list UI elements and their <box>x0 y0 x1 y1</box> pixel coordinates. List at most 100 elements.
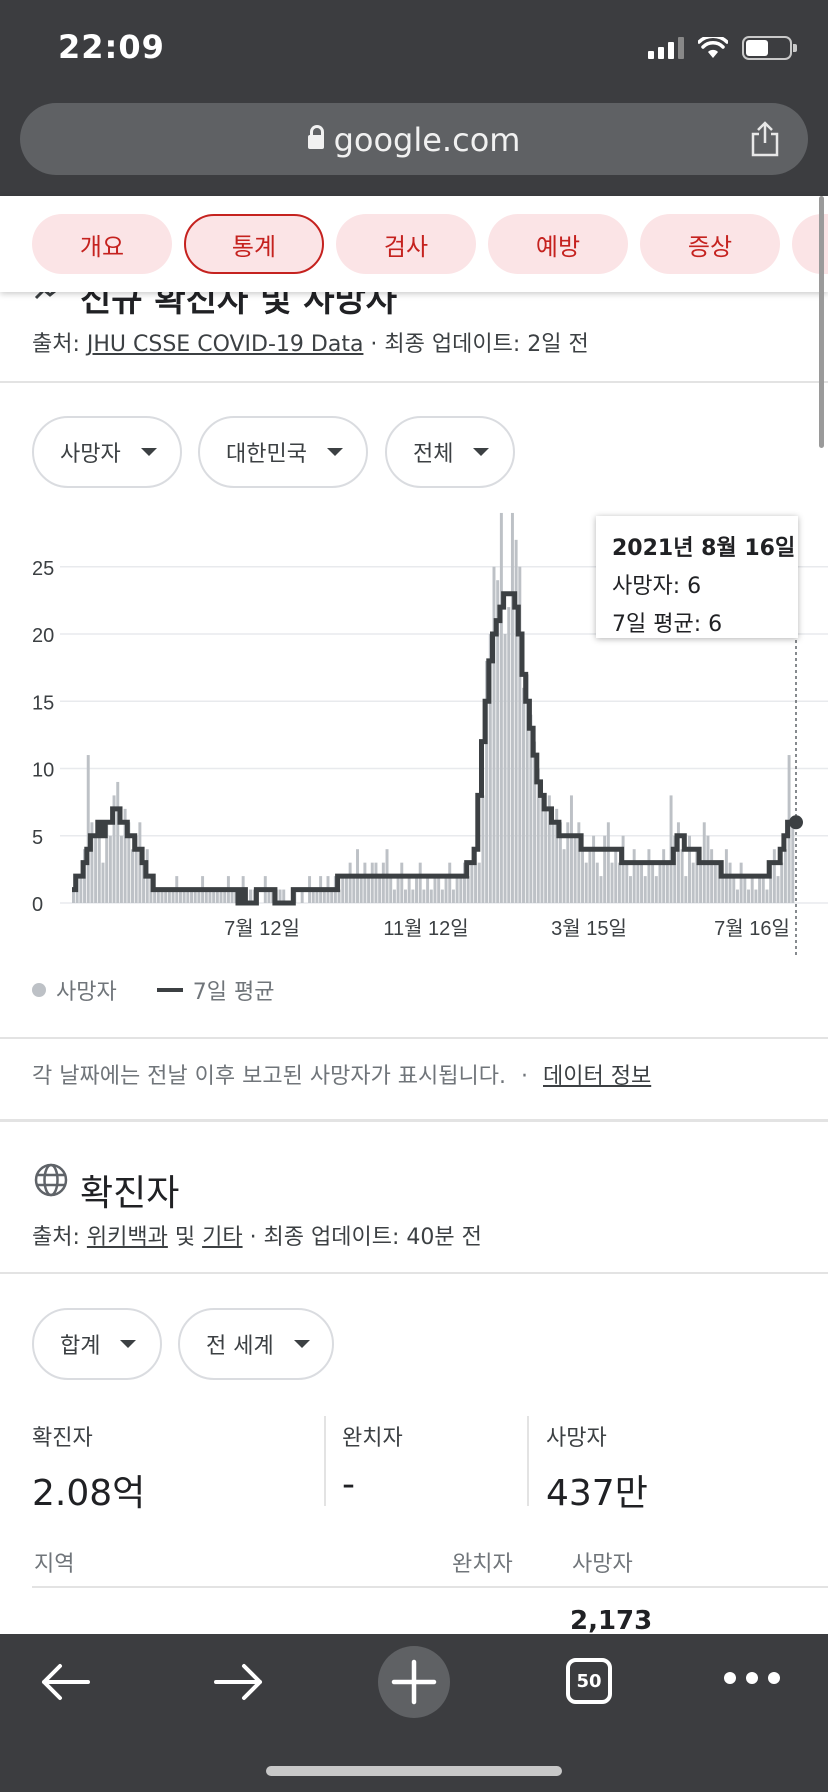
tab-overview[interactable]: 개요 <box>32 214 172 274</box>
chart-bar <box>569 795 573 903</box>
url-text: google.com <box>333 121 521 159</box>
chart-bar <box>433 876 437 903</box>
hover-point <box>789 815 803 830</box>
chart-bar <box>529 714 533 903</box>
stat-recovered: 완치자 - <box>342 1426 403 1505</box>
chart-bar <box>90 822 94 903</box>
chart-bar <box>204 889 208 903</box>
tooltip-average: 7일 평균: 6 <box>612 612 723 637</box>
chart-bar <box>510 512 514 903</box>
chart-bar <box>783 849 787 903</box>
back-arrow-icon[interactable] <box>40 1662 90 1702</box>
chart-bar <box>215 889 219 903</box>
tab-statistics[interactable]: 통계 <box>184 214 324 274</box>
chart-bar <box>658 862 662 903</box>
chart-bar <box>374 862 378 903</box>
chart-bar <box>514 539 518 903</box>
chart-bar <box>197 889 201 903</box>
divider <box>0 1119 828 1122</box>
average-line <box>72 591 795 906</box>
chart-bar <box>496 580 500 903</box>
chart-bar <box>426 876 430 903</box>
url-bar[interactable]: google.com <box>20 103 808 175</box>
share-icon[interactable] <box>750 121 780 157</box>
chart-bar <box>363 862 367 903</box>
chart-bar <box>131 849 134 903</box>
chart-bar <box>772 849 776 903</box>
chart-bar <box>747 889 750 903</box>
chart-bar <box>171 889 175 903</box>
divider <box>0 1272 828 1274</box>
chart-bar <box>606 822 610 903</box>
chart-bar <box>448 862 452 903</box>
chart-bar <box>164 889 168 903</box>
stat-deaths: 사망자 437만 <box>546 1426 648 1514</box>
other-sources-link[interactable]: 기타 <box>202 1225 243 1250</box>
chart-bar <box>758 876 762 903</box>
chart-bar <box>370 862 374 903</box>
location-dropdown[interactable]: 전 세계 <box>178 1308 334 1380</box>
chart-bar <box>573 835 577 903</box>
source-link[interactable]: JHU CSSE COVID-19 Data <box>86 332 364 357</box>
tab-symptoms[interactable]: 증상 <box>640 214 780 274</box>
period-dropdown[interactable]: 전체 <box>385 416 515 488</box>
deaths-chart[interactable]: 0 5 10 15 20 25 7월 12일 11월 12일 3월 15일 7월 16일 <box>0 500 828 960</box>
chart-bar <box>706 835 710 903</box>
chart-bar <box>492 566 496 903</box>
chart-bar <box>536 768 540 903</box>
chart-bar <box>673 835 677 903</box>
chart-bar <box>503 634 507 903</box>
chart-bar <box>555 808 559 903</box>
tabs-button[interactable]: 50 <box>566 1658 612 1704</box>
chart-bar <box>178 889 182 903</box>
chart-bar <box>525 674 529 903</box>
scrollbar[interactable] <box>819 196 824 448</box>
scope-dropdown[interactable]: 합계 <box>32 1308 162 1380</box>
chart-bar <box>330 889 334 903</box>
chart-bar <box>396 876 400 903</box>
chart-bar <box>721 876 725 903</box>
chart-bar <box>477 862 481 903</box>
chart-bar <box>636 862 640 903</box>
chart-bar <box>743 876 747 903</box>
chart-bar <box>311 889 315 903</box>
chart-bar <box>337 889 341 903</box>
chart-bar <box>352 876 356 903</box>
chevron-down-icon <box>473 448 490 456</box>
x-tick-label: 7월 16일 <box>714 917 790 940</box>
chart-bar <box>544 808 548 903</box>
tab-prevention[interactable]: 예방 <box>488 214 628 274</box>
chart-bar <box>119 835 123 903</box>
chart-bar <box>359 876 363 903</box>
chart-bar <box>739 862 743 903</box>
y-tick-label: 25 <box>32 558 54 580</box>
region-dropdown[interactable]: 대한민국 <box>198 416 368 488</box>
divider <box>324 1416 326 1506</box>
chart-tooltip: 2021년 8월 16일 사망자: 6 7일 평균: 6 <box>596 516 798 638</box>
chart-bar <box>411 889 415 903</box>
legend-line-label: 7일 평균 <box>192 980 275 1005</box>
data-info-link[interactable]: 데이터 정보 <box>543 1064 652 1089</box>
legend-bar-label: 사망자 <box>56 980 117 1005</box>
chart-bar <box>86 755 90 903</box>
chart-bar <box>735 889 739 903</box>
chart-legend: 사망자 7일 평균 <box>32 974 274 1006</box>
metric-dropdown[interactable]: 사망자 <box>32 416 182 488</box>
more-icon[interactable] <box>724 1672 780 1684</box>
chart-bar <box>341 876 345 903</box>
divider <box>527 1416 529 1506</box>
chart-bar <box>654 876 658 903</box>
chevron-down-icon <box>120 1340 137 1348</box>
chart-bar <box>566 822 570 903</box>
divider <box>0 381 828 383</box>
chart-bar <box>676 822 680 903</box>
x-tick-label: 3월 15일 <box>551 917 627 940</box>
chart-bar <box>378 876 382 903</box>
chart-bar <box>407 876 411 903</box>
forward-arrow-icon[interactable] <box>214 1662 264 1702</box>
new-tab-button[interactable] <box>378 1646 450 1718</box>
chart-bar <box>507 607 511 903</box>
divider <box>0 1037 828 1039</box>
tab-testing[interactable]: 검사 <box>336 214 476 274</box>
wikipedia-link[interactable]: 위키백과 <box>86 1225 168 1250</box>
